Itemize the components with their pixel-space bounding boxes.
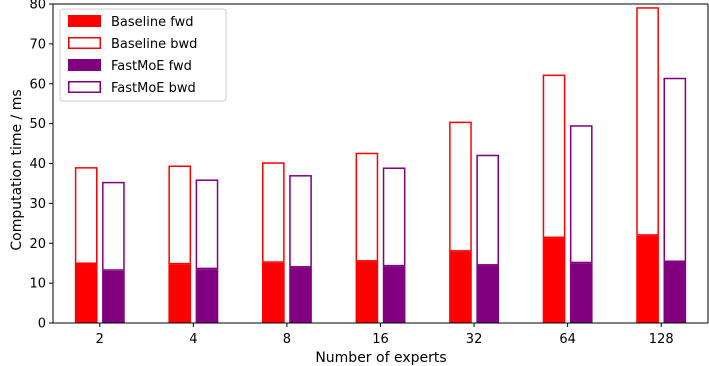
bar-baseline-bwd-128 (636, 7, 659, 236)
bar-baseline-bwd-16 (355, 152, 379, 262)
bar-fastmoe-fwd-64 (569, 263, 593, 323)
bar-baseline-fwd-128 (636, 235, 659, 323)
x-tick-label: 128 (649, 332, 674, 347)
legend-label-baseline-bwd: Baseline bwd (111, 37, 197, 52)
bar-baseline-bwd-4 (168, 165, 192, 265)
bar-fastmoe-bwd-2 (102, 181, 125, 271)
x-tick-label: 16 (372, 332, 389, 347)
legend-frame (59, 8, 227, 102)
legend-swatch-fastmoe-fwd (68, 59, 101, 71)
y-tick-label: 30 (29, 197, 46, 212)
bar-baseline-fwd-64 (542, 238, 566, 323)
x-tick-label: 32 (466, 332, 483, 347)
bar-fastmoe-fwd-8 (289, 267, 312, 323)
legend-label-baseline-fwd: Baseline fwd (111, 15, 193, 30)
legend-label-fastmoe-fwd: FastMoE fwd (111, 59, 192, 74)
y-tick-label: 80 (29, 0, 46, 13)
legend: Baseline fwd Baseline bwd FastMoE fwd FastM… (59, 8, 227, 102)
x-tick-label: 64 (559, 332, 576, 347)
bar-baseline-fwd-2 (74, 263, 98, 323)
bars-layer (74, 7, 687, 323)
bar-fastmoe-bwd-16 (382, 167, 406, 267)
y-tick-label: 50 (29, 117, 46, 132)
bar-fastmoe-fwd-4 (195, 269, 219, 323)
y-axis-label: Computation time / ms (9, 89, 25, 250)
legend-swatch-baseline-fwd (68, 15, 101, 27)
y-tick-label: 60 (29, 77, 46, 92)
x-tick-label: 2 (96, 332, 104, 347)
x-axis-label: Number of experts (315, 350, 446, 366)
y-tick-label: 70 (29, 37, 46, 52)
bar-baseline-fwd-8 (261, 262, 285, 323)
bar-baseline-fwd-4 (168, 264, 192, 323)
y-tick-label: 40 (29, 157, 46, 172)
bar-fastmoe-bwd-32 (476, 154, 500, 266)
legend-label-fastmoe-bwd: FastMoE bwd (111, 81, 196, 96)
bar-baseline-fwd-16 (355, 261, 379, 323)
bar-fastmoe-fwd-2 (102, 270, 125, 323)
y-tick-label: 20 (29, 237, 46, 252)
x-tick-label: 4 (189, 332, 197, 347)
bar-fastmoe-bwd-128 (663, 77, 687, 262)
y-tick-label: 0 (38, 317, 46, 332)
bar-baseline-bwd-2 (74, 167, 98, 264)
legend-swatch-fastmoe-bwd (68, 81, 101, 93)
legend-swatch-baseline-bwd (68, 37, 101, 49)
bar-fastmoe-bwd-8 (289, 175, 312, 268)
bar-fastmoe-fwd-128 (663, 261, 687, 323)
bar-fastmoe-bwd-64 (569, 125, 593, 264)
bar-baseline-bwd-8 (261, 162, 285, 263)
bar-fastmoe-bwd-4 (195, 179, 219, 270)
x-tick-label: 8 (283, 332, 291, 347)
bar-baseline-bwd-32 (449, 121, 472, 252)
bar-baseline-fwd-32 (449, 251, 472, 323)
y-tick-label: 10 (29, 277, 46, 292)
axes-layer: 0 10 20 30 40 50 60 70 80 2 4 8 16 32 64 128 (29, 0, 709, 347)
bar-fastmoe-fwd-16 (382, 266, 406, 323)
bar-fastmoe-fwd-32 (476, 265, 500, 323)
bar-baseline-bwd-64 (542, 74, 566, 239)
